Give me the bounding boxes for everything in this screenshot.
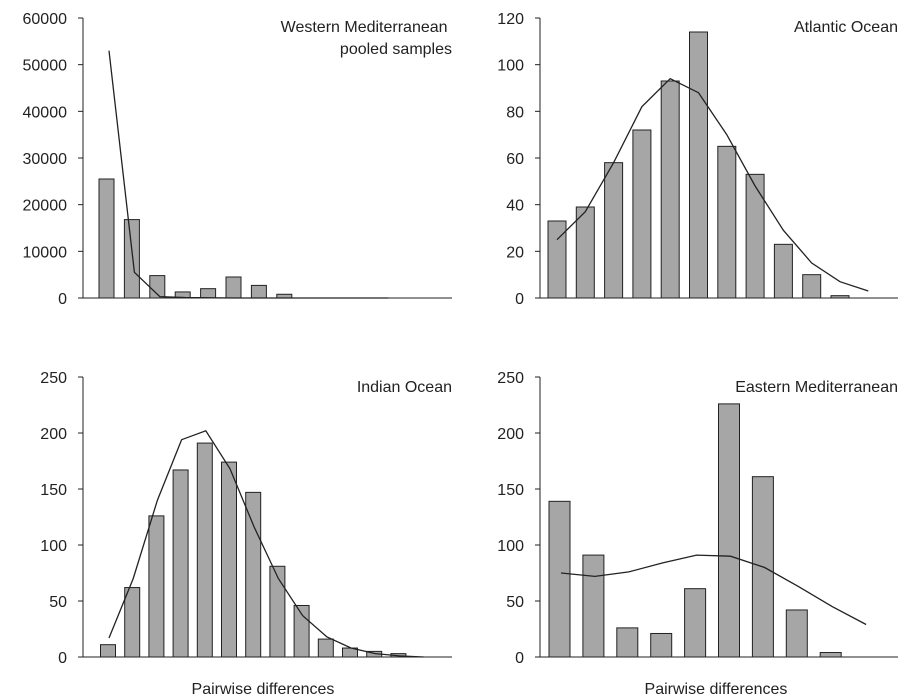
bar <box>200 288 217 299</box>
bar <box>221 461 237 658</box>
fit-line <box>556 77 869 292</box>
bar <box>660 80 680 299</box>
bar <box>245 491 262 658</box>
bar <box>124 587 141 658</box>
y-tick-label: 150 <box>40 482 67 499</box>
panel-atlantic-ocean: 0 20 40 60 80 100 120 Atlantic Ocean <box>497 11 898 308</box>
bar <box>317 638 334 658</box>
bar <box>632 129 652 299</box>
bar <box>718 403 740 658</box>
bar <box>225 276 242 299</box>
panel-title-line-2: pooled samples <box>340 41 452 58</box>
bar <box>123 219 140 299</box>
y-tick-label: 100 <box>497 58 524 75</box>
panel-indian-ocean: 0 50 100 150 200 250 Indian Ocean Pairwise di… <box>40 370 452 698</box>
y-tick-label: 80 <box>506 104 524 121</box>
panel-title-line-1: Western Mediterranean <box>281 19 448 36</box>
y-tick-label: 200 <box>497 426 524 443</box>
y-tick-label: 20000 <box>23 198 68 215</box>
bar <box>650 632 673 658</box>
panel-title: Atlantic Ocean <box>794 19 898 36</box>
bar <box>548 500 571 658</box>
bar <box>547 220 567 299</box>
bar <box>250 284 267 299</box>
bar <box>616 627 639 658</box>
bar <box>582 554 605 658</box>
x-axis-label: Pairwise differences <box>645 681 788 698</box>
bar <box>604 162 624 299</box>
bar <box>745 173 765 299</box>
y-tick-label: 0 <box>58 650 67 667</box>
y-tick-label: 30000 <box>23 151 68 168</box>
bar <box>172 469 189 658</box>
panel-title: Western Mediterranean pooled samples <box>281 19 452 58</box>
panel-title-line-1: Indian Ocean <box>357 379 452 396</box>
bar <box>830 295 850 299</box>
panel-title-line-1: Eastern Mediterranean <box>735 379 898 396</box>
fit-line <box>108 430 424 658</box>
y-tick-label: 100 <box>497 538 524 555</box>
fit-line <box>108 50 389 299</box>
bar <box>819 652 842 658</box>
y-tick-label: 120 <box>497 11 524 28</box>
panel-title: Eastern Mediterranean <box>735 379 898 396</box>
y-tick-label: 0 <box>58 291 67 308</box>
y-tick-label: 0 <box>515 650 524 667</box>
y-tick-label: 50 <box>49 594 67 611</box>
bar <box>717 145 737 299</box>
bar <box>148 515 165 658</box>
y-tick-label: 60 <box>506 151 524 168</box>
fit-line <box>560 554 867 626</box>
bar <box>773 243 793 299</box>
y-tick-label: 250 <box>497 370 524 387</box>
bar <box>98 178 115 299</box>
panel-western-mediterranean: 0 10000 20000 30000 40000 50000 60000 Western … <box>23 11 452 308</box>
bar <box>575 206 595 299</box>
y-tick-label: 10000 <box>23 244 68 261</box>
y-tick-label: 150 <box>497 482 524 499</box>
x-axis-label: Pairwise differences <box>192 681 335 698</box>
y-tick-label: 50000 <box>23 58 68 75</box>
bar <box>100 644 116 658</box>
y-tick-label: 60000 <box>23 11 68 28</box>
bar <box>269 565 286 658</box>
y-tick-label: 200 <box>40 426 67 443</box>
y-tick-label: 250 <box>40 370 67 387</box>
y-tick-label: 40000 <box>23 104 68 121</box>
bar <box>689 31 708 299</box>
y-tick-label: 50 <box>506 594 524 611</box>
panel-title: Indian Ocean <box>357 379 452 396</box>
bar <box>196 442 213 658</box>
bar <box>802 274 822 299</box>
panel-eastern-mediterranean: 0 50 100 150 200 250 Eastern Mediterranean Pa… <box>497 370 898 698</box>
y-tick-label: 100 <box>40 538 67 555</box>
y-tick-label: 20 <box>506 244 524 261</box>
bar <box>785 609 808 658</box>
y-tick-label: 0 <box>515 291 524 308</box>
bar <box>684 588 707 658</box>
y-tick-label: 40 <box>506 198 524 215</box>
panel-title-line-1: Atlantic Ocean <box>794 19 898 36</box>
